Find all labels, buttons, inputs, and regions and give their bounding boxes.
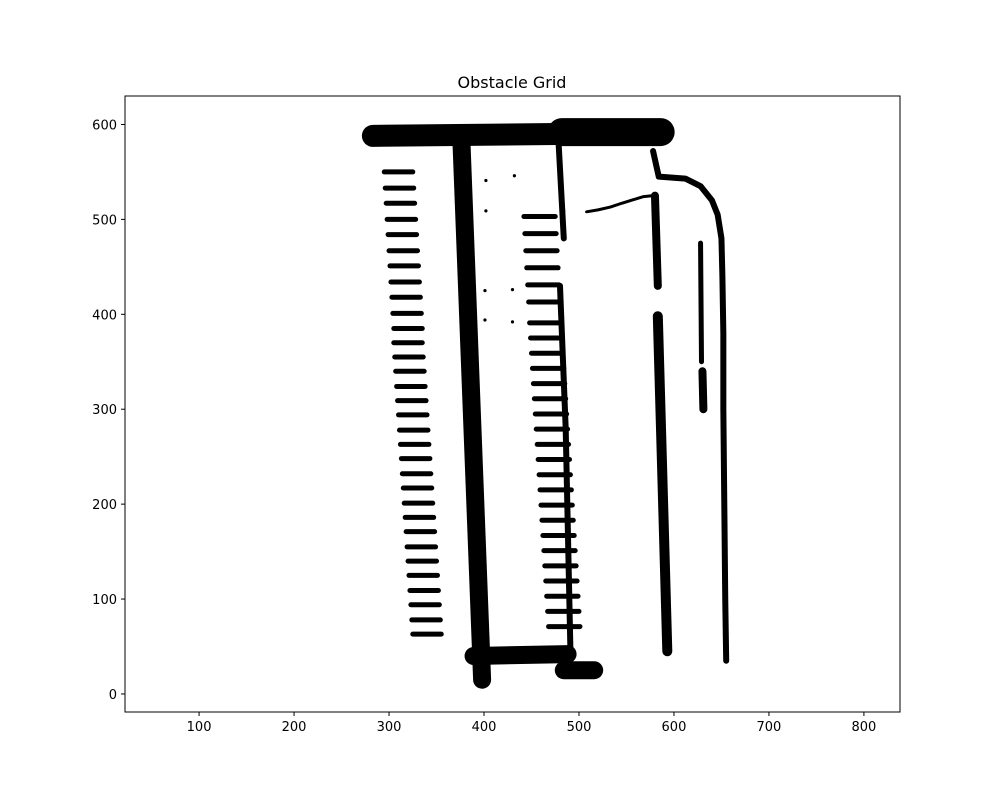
wall-segment-13 — [585, 194, 655, 214]
obstacle-point-6 — [510, 320, 515, 324]
wall-segment-6 — [556, 282, 569, 432]
y-tick-label: 200 — [92, 498, 117, 513]
plot-frame — [124, 95, 901, 713]
x-tick-label: 600 — [662, 720, 687, 735]
wall-segment-12 — [698, 367, 708, 414]
wall-segment-9 — [652, 311, 673, 657]
wall-segment-8 — [650, 191, 662, 290]
y-axis: 0 100 200 300 400 500 600 — [92, 118, 125, 703]
y-tick-label: 500 — [92, 213, 117, 228]
wall-segment-7 — [562, 425, 574, 655]
wall-segment-11 — [698, 240, 705, 365]
y-tick-label: 400 — [92, 308, 117, 323]
y-tick-label: 100 — [92, 593, 117, 608]
chart-title: Obstacle Grid — [458, 73, 567, 92]
x-tick-label: 300 — [377, 720, 402, 735]
wall-segment-3 — [464, 645, 577, 665]
wall-segment-2 — [452, 126, 492, 689]
y-tick-label: 600 — [92, 118, 117, 133]
y-tick-label: 300 — [92, 403, 117, 418]
plot-area — [361, 118, 730, 689]
wall-segment-5 — [555, 130, 567, 242]
obstacle-point-2 — [484, 209, 488, 213]
obstacle-point-3 — [510, 288, 515, 292]
x-tick-label: 800 — [851, 720, 876, 735]
y-tick-label: 0 — [109, 688, 117, 703]
obstacle-point-0 — [512, 174, 516, 178]
x-tick-label: 100 — [187, 720, 212, 735]
x-tick-label: 200 — [282, 720, 307, 735]
x-tick-label: 500 — [567, 720, 592, 735]
obstacle-point-4 — [483, 288, 487, 293]
x-axis: 100 200 300 400 500 600 700 800 — [187, 712, 876, 735]
obstacle-point-5 — [483, 318, 487, 322]
x-tick-label: 400 — [472, 720, 497, 735]
obstacle-point-1 — [484, 178, 488, 183]
wall-segment-10 — [650, 148, 730, 664]
wall-segment-14 — [560, 189, 566, 214]
x-tick-label: 700 — [757, 720, 782, 735]
